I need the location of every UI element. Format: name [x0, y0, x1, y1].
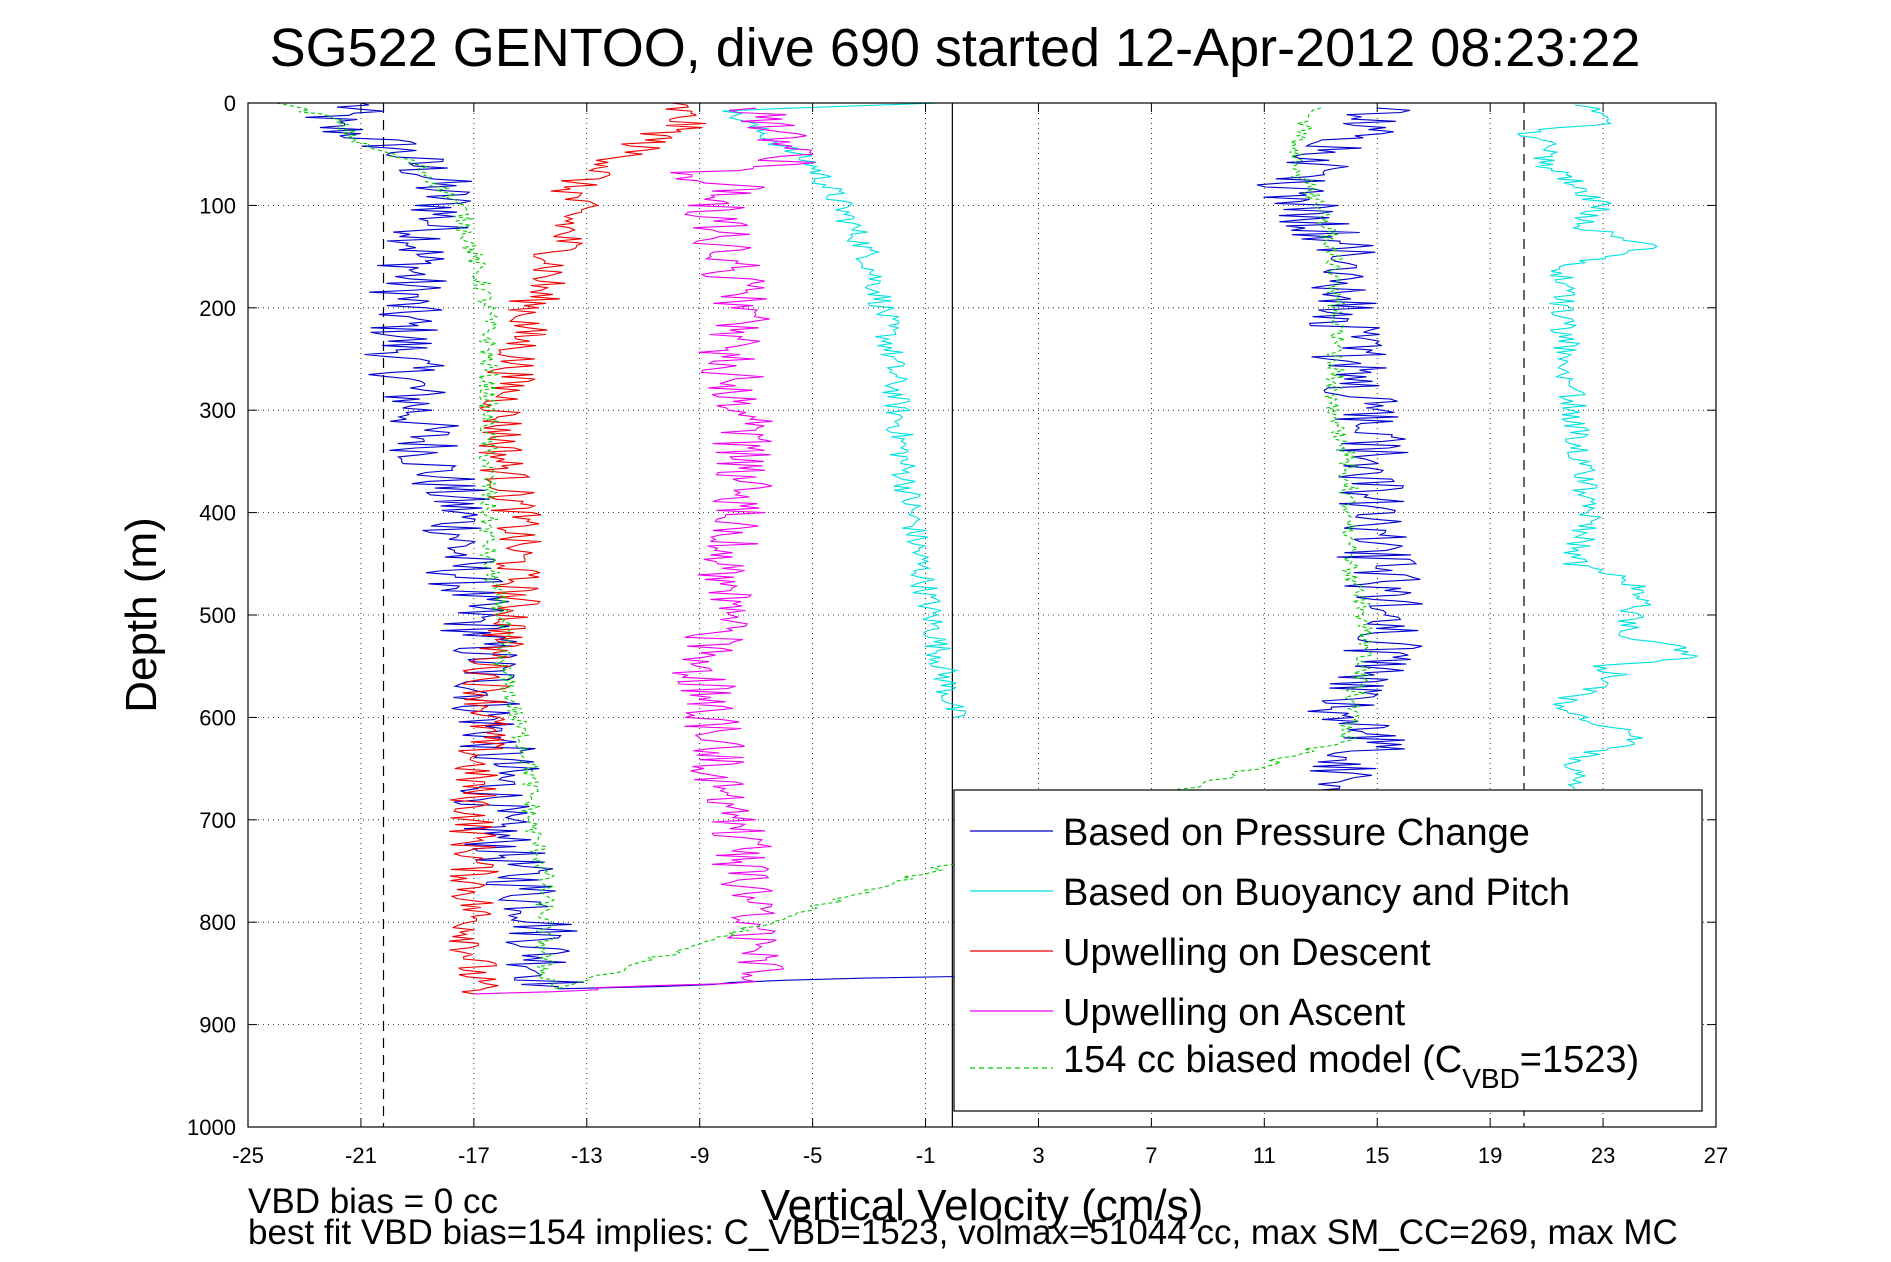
legend-model-tail: =1523) — [1520, 1039, 1639, 1081]
y-tick-label: 500 — [199, 603, 236, 628]
x-tick-label: -17 — [458, 1143, 490, 1168]
x-tick-label: -1 — [916, 1143, 936, 1168]
x-axis-ticks: -25 -21 -17 -13 -9 -5 -1 3 7 11 15 19 23 27 — [232, 103, 1728, 1168]
x-tick-label: -5 — [803, 1143, 823, 1168]
y-tick-label: 700 — [199, 808, 236, 833]
x-tick-label: -9 — [690, 1143, 710, 1168]
x-tick-label: -21 — [345, 1143, 377, 1168]
series-line-1-ascent — [1516, 104, 1698, 790]
x-axis-label: Vertical Velocity (cm/s) — [761, 1181, 1204, 1230]
vbd-bias-note: VBD bias = 0 cc — [248, 1182, 498, 1221]
legend-model-sub: VBD — [1462, 1063, 1520, 1094]
series-line-4-descent — [276, 102, 559, 990]
y-tick-label: 800 — [199, 910, 236, 935]
y-tick-label: 400 — [199, 501, 236, 526]
y-axis-label: Depth (m) — [117, 517, 166, 713]
x-tick-label: -25 — [232, 1143, 264, 1168]
legend-label-model: 154 cc biased model (CVBD=1523) — [1063, 1039, 1639, 1094]
best-fit-note: best fit VBD bias=154 implies: C_VBD=152… — [248, 1213, 1678, 1252]
x-tick-label: 27 — [1704, 1143, 1728, 1168]
y-tick-label: 0 — [224, 91, 236, 116]
legend-box — [953, 789, 1703, 1112]
x-tick-label: 3 — [1032, 1143, 1044, 1168]
series-line-0-descent — [305, 102, 585, 989]
legend-label-buoyancy: Based on Buoyancy and Pitch — [1063, 872, 1570, 914]
y-tick-label: 600 — [199, 705, 236, 730]
x-tick-label: 11 — [1253, 1143, 1276, 1168]
y-tick-label: 900 — [199, 1013, 236, 1038]
series-line-2-descent — [448, 102, 707, 995]
series-line-3-ascent — [473, 107, 816, 995]
x-tick-label: 7 — [1145, 1143, 1157, 1168]
legend-label-upwell-descent: Upwelling on Descent — [1063, 932, 1431, 974]
x-tick-label: 15 — [1365, 1143, 1389, 1168]
legend-model-main: 154 cc biased model (C — [1063, 1039, 1462, 1081]
y-tick-label: 200 — [199, 296, 236, 321]
y-tick-label: 300 — [199, 398, 236, 423]
legend-label-upwell-ascent: Upwelling on Ascent — [1063, 992, 1406, 1034]
grid-lines — [248, 103, 1716, 1127]
y-axis-ticks: 0 100 200 300 400 500 600 700 800 900 1000 — [187, 91, 1716, 1140]
x-tick-label: 23 — [1591, 1143, 1615, 1168]
x-tick-label: -13 — [571, 1143, 603, 1168]
y-tick-label: 100 — [199, 193, 236, 218]
legend-label-pressure: Based on Pressure Change — [1063, 812, 1530, 854]
x-tick-label: 19 — [1478, 1143, 1502, 1168]
chart-title: SG522 GENTOO, dive 690 started 12-Apr-20… — [270, 18, 1641, 78]
y-tick-label: 1000 — [187, 1115, 236, 1140]
series-line-1-descent — [722, 102, 967, 718]
legend: Based on Pressure Change Based on Buoyan… — [953, 789, 1703, 1112]
